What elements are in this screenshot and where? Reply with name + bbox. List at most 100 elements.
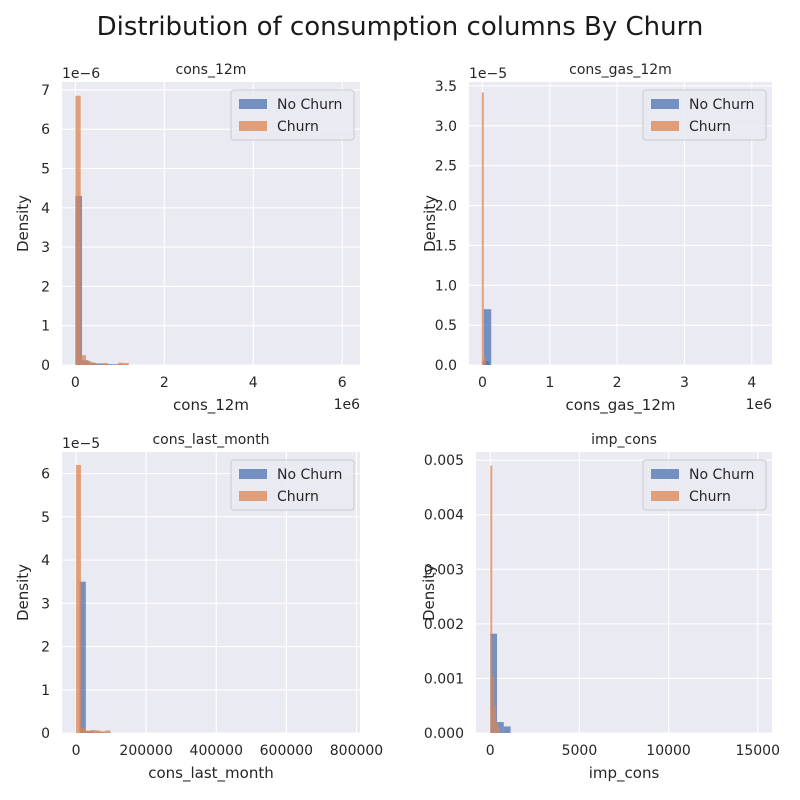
y-tick-label: 6	[41, 467, 50, 483]
x-tick-label: 10000	[646, 743, 691, 759]
y-tick-label: 4	[41, 201, 50, 217]
legend-label: No Churn	[277, 97, 342, 113]
y-tick-label: 0.5	[435, 318, 457, 334]
x-tick-label: 400000	[190, 743, 243, 759]
y-tick-label: 3	[41, 240, 50, 256]
histogram-bar	[108, 364, 116, 365]
x-tick-label: 2	[613, 375, 622, 391]
x-offset-label: 1e6	[746, 397, 773, 413]
histogram-bar	[79, 581, 86, 733]
legend-swatch	[651, 491, 679, 501]
y-tick-label: 2.5	[435, 159, 457, 175]
subplot-2: 0 1 2 3 4 0.0 0.5 1.0 1.5 2.0 2.5 3.0 3.5 cons_gas_12…	[421, 62, 772, 415]
y-tick-label: 0.000	[424, 726, 464, 742]
y-tick-label: 0.005	[424, 453, 464, 469]
figure-title: Distribution of consumption columns By C…	[97, 12, 704, 42]
subplot-3: 0 200000 400000 600000 800000 0 1 2 3 4 5 6 cons_las…	[14, 432, 383, 783]
histogram-bar	[483, 357, 486, 365]
subplot-title: imp_cons	[591, 432, 657, 448]
subplot-title: cons_12m	[176, 62, 247, 78]
histogram-bar	[123, 363, 129, 365]
series-churn	[75, 95, 129, 365]
y-offset-label: 1e−5	[62, 436, 100, 452]
x-tick-label: 0	[486, 743, 495, 759]
y-tick-label: 1.5	[435, 238, 457, 254]
x-tick-label: 3	[680, 375, 689, 391]
histogram-bar	[86, 361, 92, 365]
y-tick-label: 3.5	[435, 79, 457, 95]
x-tick-label: 15000	[735, 743, 780, 759]
x-tick-label: 1	[545, 375, 554, 391]
legend-label: No Churn	[689, 97, 754, 113]
legend-label: Churn	[277, 119, 319, 135]
y-offset-label: 1e−5	[469, 66, 507, 82]
histogram-bar	[105, 730, 111, 733]
y-tick-label: 1	[41, 683, 50, 699]
subplot-1: 0 2 4 6 0 1 2 3 4 5 6 7 cons_12m cons_12m Density 1e−6 1…	[14, 62, 360, 415]
x-tick-label: 0	[72, 743, 81, 759]
y-tick-label: 0	[41, 358, 50, 374]
histogram-bar	[490, 465, 493, 733]
x-tick-label: 4	[249, 375, 258, 391]
legend-label: No Churn	[277, 467, 342, 483]
histogram-bar	[100, 731, 106, 733]
y-tick-label: 0.003	[424, 562, 464, 578]
y-tick-label: 2	[41, 640, 50, 656]
y-axis-label: Density	[14, 564, 32, 621]
histogram-bar	[497, 722, 504, 733]
y-tick-label: 6	[41, 122, 50, 138]
subplot-4: 0 5000 10000 15000 0.000 0.001 0.002 0.003 0.004…	[420, 432, 780, 783]
legend-swatch	[239, 491, 267, 501]
y-offset-label: 1e−6	[62, 66, 100, 82]
legend: No Churn Churn	[642, 459, 767, 511]
series-churn	[76, 464, 111, 733]
x-tick-label: 2	[160, 375, 169, 391]
y-axis-label: Density	[421, 195, 439, 252]
histogram-bar	[90, 729, 96, 733]
x-axis-label: cons_gas_12m	[566, 396, 676, 415]
subplots: 0 2 4 6 0 1 2 3 4 5 6 7 cons_12m cons_12m Density 1e−6 1…	[14, 62, 780, 783]
y-tick-label: 0.002	[424, 617, 464, 633]
x-tick-label: 0	[71, 375, 80, 391]
histogram-bar	[80, 727, 86, 733]
x-tick-label: 6	[338, 375, 347, 391]
legend-swatch	[651, 121, 679, 131]
histogram-bar	[95, 730, 101, 733]
y-tick-label: 5	[41, 510, 50, 526]
y-tick-label: 0.001	[424, 671, 464, 687]
histogram-bar	[85, 730, 91, 733]
legend-swatch	[239, 99, 267, 109]
histogram-bar	[102, 363, 108, 365]
y-tick-label: 2.0	[435, 199, 457, 215]
subplot-title: cons_last_month	[152, 432, 269, 448]
x-tick-label: 4	[747, 375, 756, 391]
histogram-bar	[95, 363, 103, 365]
histogram-bar	[494, 705, 497, 733]
histogram-bar	[76, 464, 81, 733]
histogram-bar	[483, 309, 492, 365]
legend: No Churn Churn	[230, 459, 355, 511]
histogram-bar	[481, 92, 484, 366]
histogram-bar	[91, 363, 97, 365]
series-churn	[481, 92, 486, 366]
series-churn	[490, 465, 501, 733]
y-axis-label: Density	[420, 564, 438, 621]
x-offset-label: 1e6	[334, 397, 361, 413]
legend-swatch	[239, 121, 267, 131]
y-axis-label: Density	[14, 195, 32, 252]
histogram-bar	[80, 355, 87, 365]
y-tick-label: 7	[41, 83, 50, 99]
x-tick-label: 200000	[119, 743, 172, 759]
gridlines	[476, 452, 772, 734]
y-tick-label: 4	[41, 553, 50, 569]
legend-label: No Churn	[689, 467, 754, 483]
histogram-bar	[75, 95, 81, 365]
histogram-bar	[492, 675, 495, 733]
series-no-churn	[482, 309, 492, 365]
x-tick-label: 600000	[260, 743, 313, 759]
x-axis-label: cons_last_month	[148, 764, 274, 783]
legend-swatch	[239, 469, 267, 479]
y-tick-label: 0.0	[435, 358, 457, 374]
legend-label: Churn	[277, 489, 319, 505]
